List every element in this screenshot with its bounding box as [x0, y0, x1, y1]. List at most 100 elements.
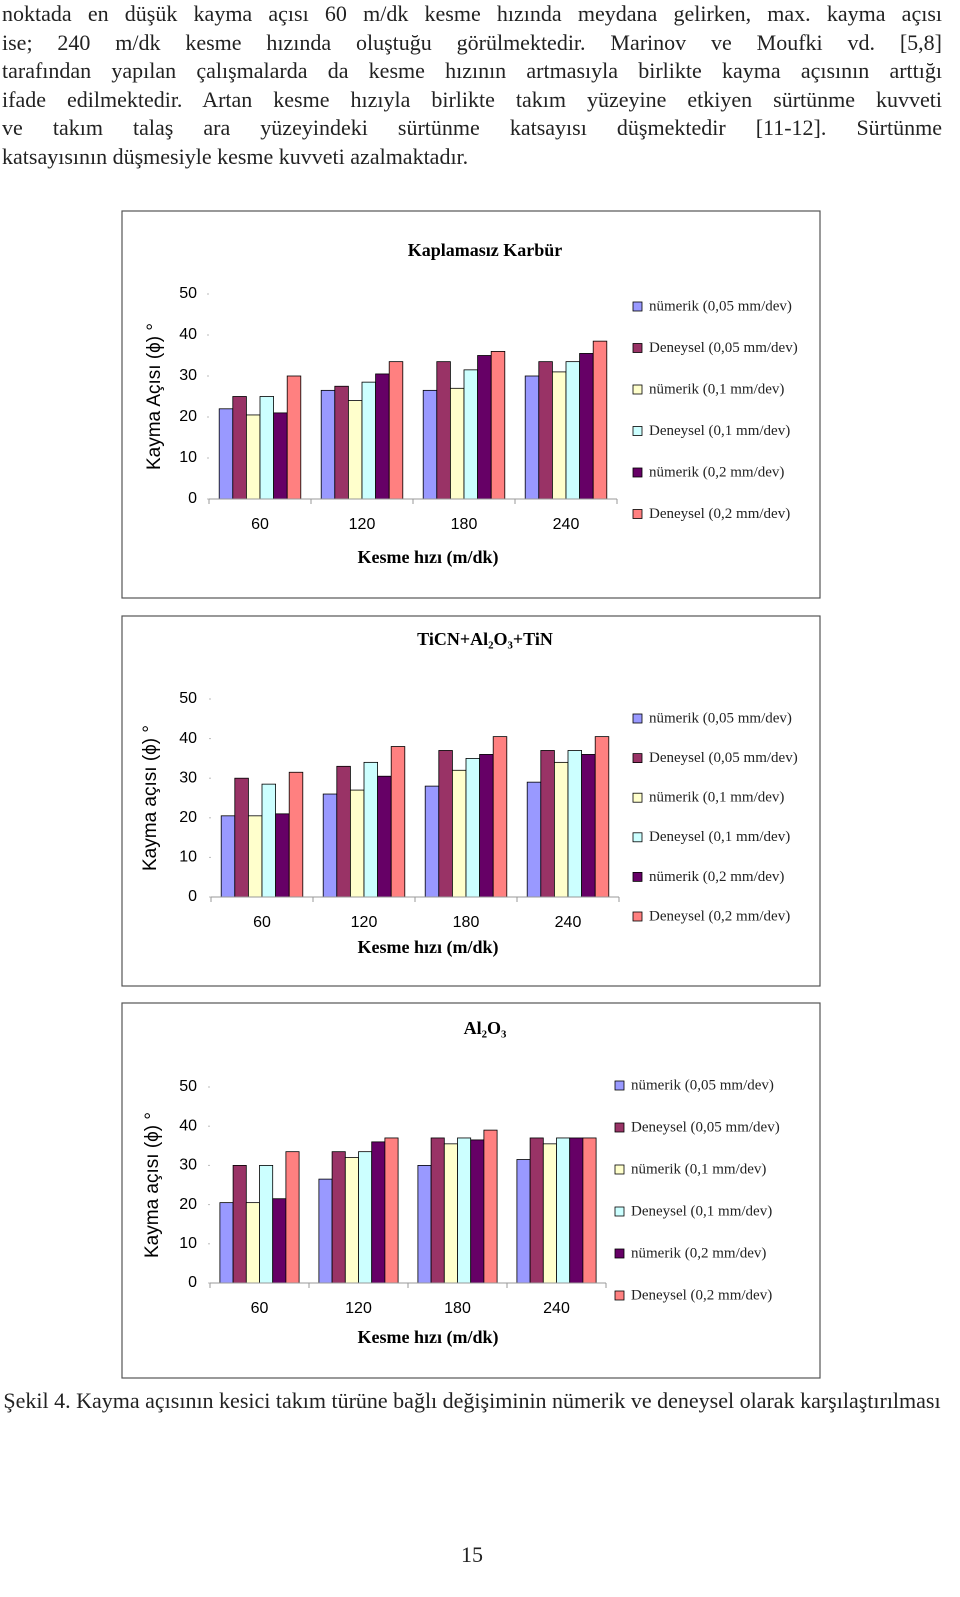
y-tick-label: 40: [179, 326, 197, 343]
bar: [334, 385, 349, 500]
x-tick-label: 180: [451, 516, 478, 533]
y-tick-label: 10: [179, 849, 197, 866]
y-tick-label: 50: [179, 285, 197, 302]
bar: [375, 373, 390, 500]
bar: [390, 746, 406, 898]
bar: [449, 387, 465, 500]
legend-label: nümerik (0,2 mm/dev): [631, 1245, 766, 1261]
legend-swatch: [632, 792, 643, 803]
x-tick-label: 240: [543, 1300, 570, 1317]
legend-label: Deneysel (0,1 mm/dev): [649, 423, 790, 439]
legend-label: Deneysel (0,1 mm/dev): [631, 1203, 772, 1219]
y-tick-label: 0: [188, 888, 197, 905]
bar: [565, 361, 581, 500]
y-tick-label: 30: [179, 1157, 197, 1174]
legend-swatch: [632, 509, 643, 519]
bar: [430, 1137, 445, 1284]
bar: [463, 369, 479, 500]
bar: [347, 400, 363, 500]
y-axis-title: Kayma açısı (ϕ) °: [140, 725, 161, 871]
legend-label: nümerik (0,1 mm/dev): [649, 790, 784, 806]
bar: [443, 1143, 458, 1284]
bar: [422, 389, 438, 500]
legend-swatch: [614, 1164, 625, 1175]
legend-label: nümerik (0,05 mm/dev): [631, 1077, 774, 1093]
chart-title: Kaplamasız Karbür: [408, 240, 563, 260]
x-tick-label: 60: [251, 1300, 269, 1317]
legend-label: nümerik (0,05 mm/dev): [649, 710, 792, 726]
bar: [371, 1141, 386, 1284]
legend-swatch: [614, 1206, 625, 1217]
legend-label: Deneysel (0,05 mm/dev): [631, 1119, 780, 1135]
y-tick-label: 50: [179, 690, 197, 707]
bar: [540, 750, 555, 898]
bar: [516, 1159, 531, 1284]
y-tick-label: 0: [188, 490, 197, 507]
x-tick-label: 240: [553, 516, 580, 533]
bar: [542, 1143, 557, 1284]
bar: [331, 1151, 346, 1284]
bar: [594, 736, 610, 898]
bar: [438, 750, 453, 898]
x-axis-title: Kesme hızı (m/dk): [358, 937, 499, 958]
bar: [285, 1151, 300, 1284]
legend-swatch: [614, 1122, 625, 1133]
bar: [582, 1137, 597, 1284]
legend-label: nümerik (0,2 mm/dev): [649, 464, 784, 480]
bar: [526, 781, 542, 898]
legend-label: Deneysel (0,05 mm/dev): [649, 340, 798, 356]
paragraph-line: noktada en düşük kayma açısı 60 m/dk kes…: [2, 1, 942, 26]
legend-label: nümerik (0,05 mm/dev): [649, 298, 792, 314]
x-tick-label: 120: [351, 914, 378, 931]
x-tick-label: 240: [555, 914, 582, 931]
bar: [554, 761, 569, 898]
legend-label: Deneysel (0,1 mm/dev): [649, 829, 790, 845]
x-tick-label: 120: [345, 1300, 372, 1317]
bar: [377, 775, 392, 898]
x-axis-title: Kesme hızı (m/dk): [358, 1327, 499, 1348]
bar: [273, 412, 288, 500]
bar: [259, 396, 275, 500]
bar: [567, 750, 583, 898]
bar: [552, 371, 567, 500]
bar: [363, 761, 379, 898]
bar: [569, 1137, 584, 1284]
bar: [492, 736, 508, 898]
legend-swatch: [632, 426, 643, 436]
legend-swatch: [632, 872, 643, 882]
legend-swatch: [614, 1080, 625, 1091]
bar: [529, 1137, 544, 1284]
paragraph-line: katsayısının düşmesiyle kesme kuvveti az…: [2, 143, 469, 169]
bar: [320, 389, 336, 500]
bar: [322, 793, 338, 898]
legend-label: Deneysel (0,2 mm/dev): [631, 1287, 772, 1303]
x-tick-label: 120: [349, 516, 376, 533]
bar: [417, 1165, 432, 1284]
bar: [483, 1129, 498, 1284]
legend-label: Deneysel (0,05 mm/dev): [649, 750, 798, 766]
bar: [218, 408, 234, 500]
bar: [261, 783, 277, 898]
y-tick-label: 20: [179, 408, 197, 425]
bar: [232, 396, 247, 500]
bar: [234, 777, 249, 898]
x-axis-title: Kesme hızı (m/dk): [358, 547, 499, 568]
legend-swatch: [614, 1290, 625, 1301]
legend-swatch: [632, 753, 643, 763]
chart: TiCN+Al₂O₃+TiN 0 10 20 30 40 50 60 120 180 240 Kesm…: [121, 615, 821, 987]
bar: [479, 754, 494, 898]
bar: [457, 1137, 472, 1284]
bar: [220, 815, 236, 898]
bar: [349, 789, 365, 898]
y-axis-title: Kayma açısı (ϕ) °: [142, 1112, 163, 1258]
paragraph-line: tarafından yapılan çalışmalarda da kesme…: [2, 58, 942, 84]
legend-label: nümerik (0,1 mm/dev): [631, 1161, 766, 1177]
bar: [388, 361, 404, 500]
legend-swatch: [632, 911, 643, 922]
chart-title: TiCN+Al₂O₃+TiN: [417, 629, 553, 649]
bar: [556, 1137, 571, 1284]
legend-swatch: [632, 832, 643, 843]
paragraph: noktada en düşük kayma açısı 60 m/dk kes…: [2, 0, 942, 172]
chart: Al₂O₃ 0 10 20 30 40 50 60 120 180 240 Kesme hızı (m…: [121, 1002, 821, 1379]
